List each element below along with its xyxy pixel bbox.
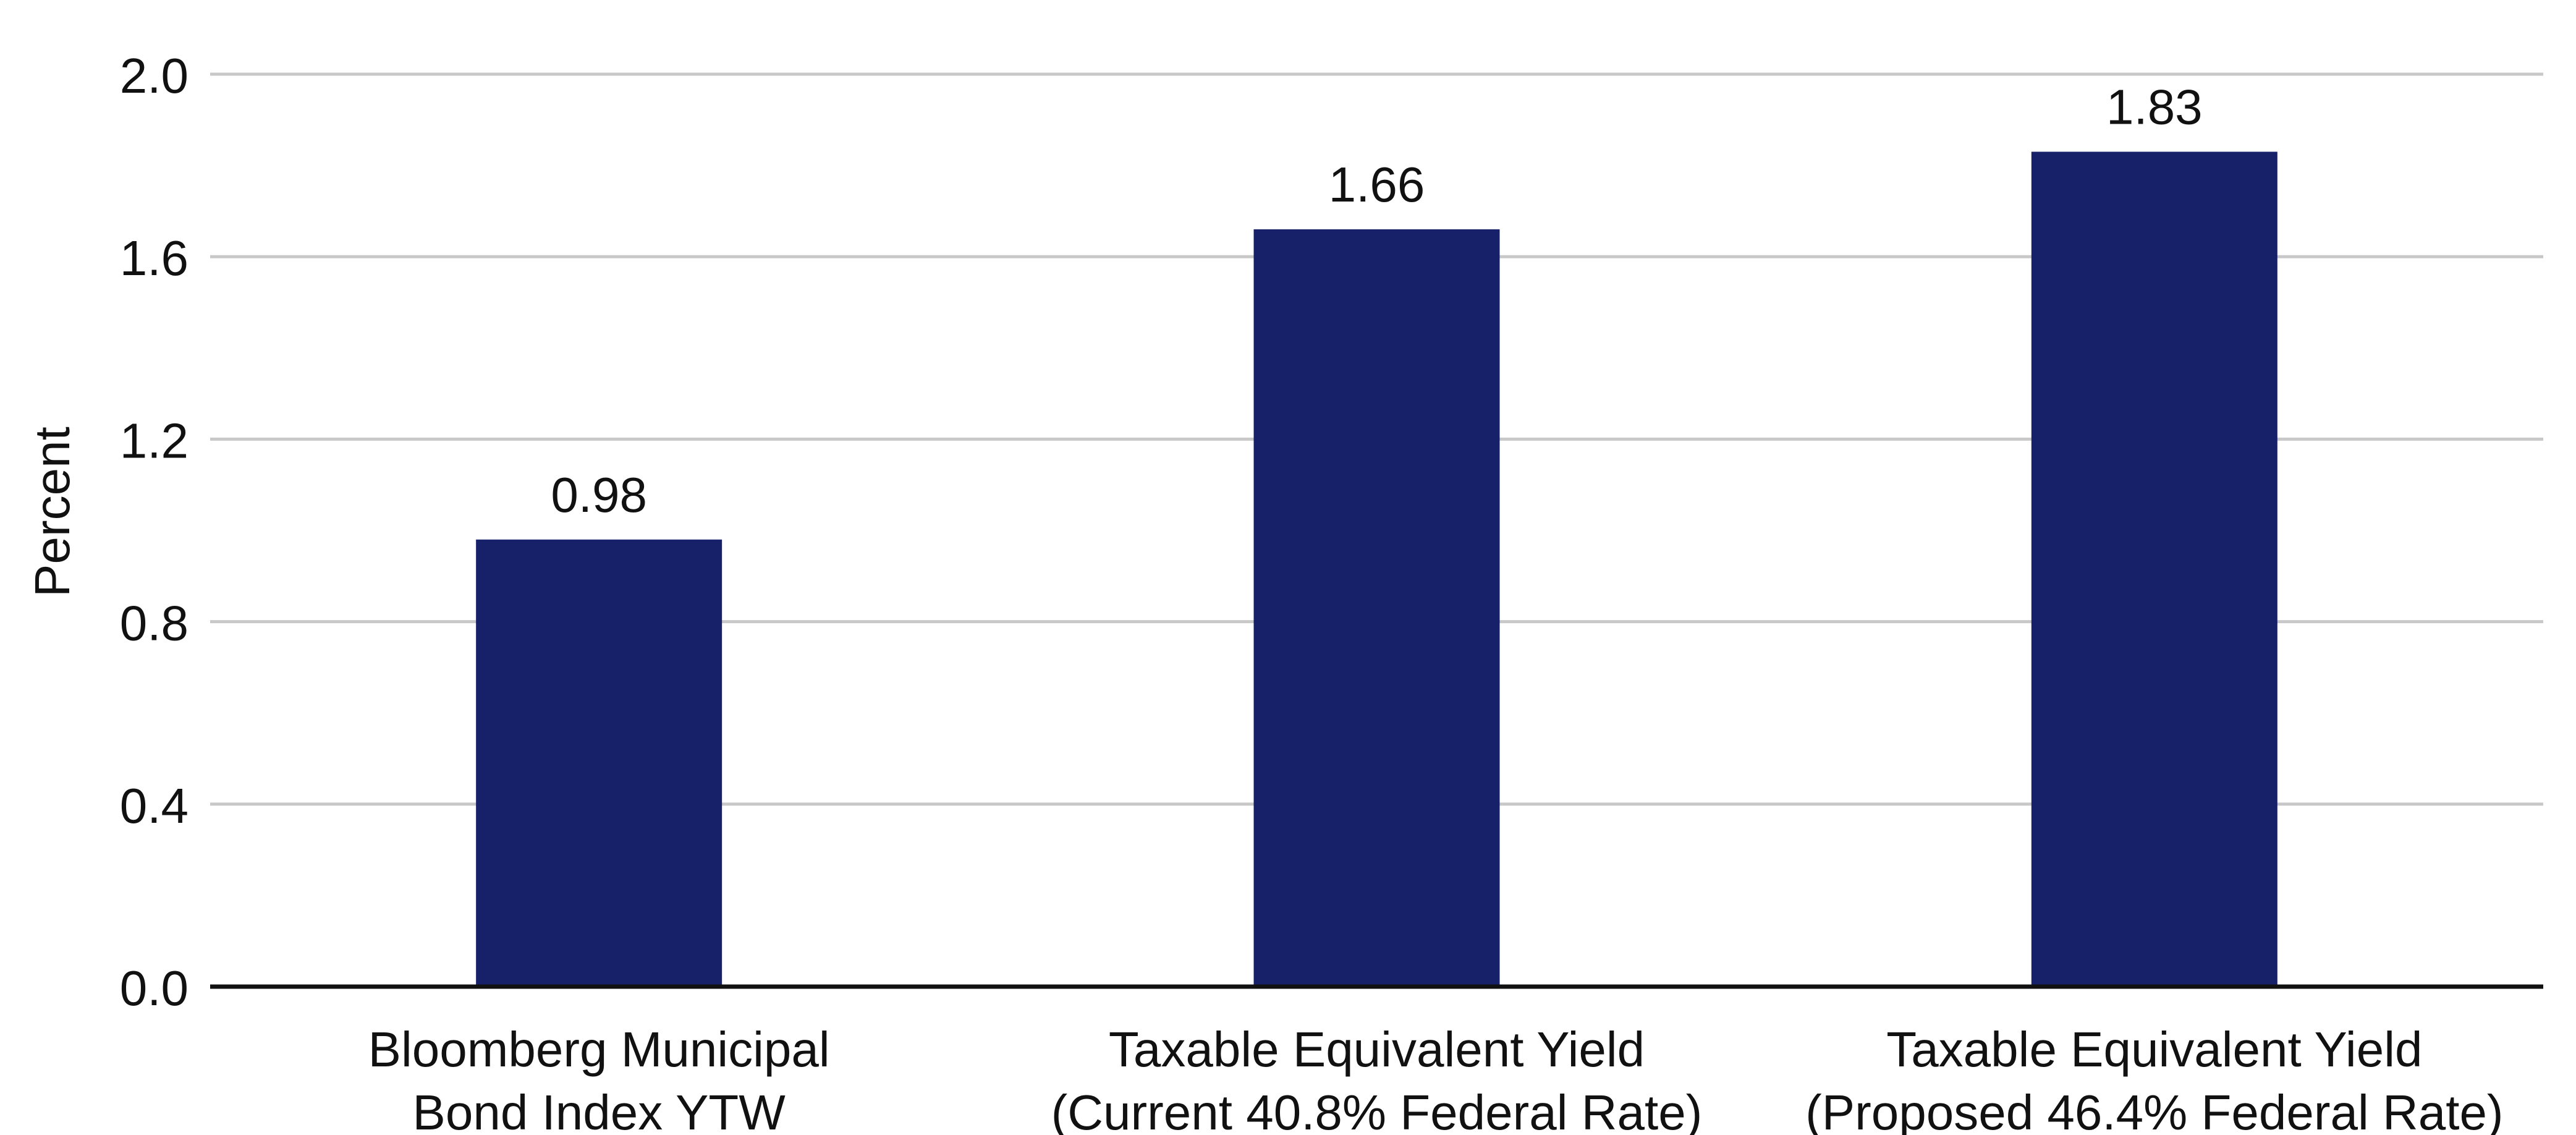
y-tick-label: 0.0 — [120, 961, 189, 1016]
y-tick-label: 1.6 — [120, 231, 189, 286]
x-tick-label-line: Taxable Equivalent Yield — [1886, 1022, 2422, 1077]
bars — [476, 151, 2277, 987]
bar — [1253, 229, 1500, 987]
x-tick-label-line: (Proposed 46.4% Federal Rate) — [1805, 1085, 2504, 1135]
data-label: 1.66 — [1329, 157, 1425, 212]
x-tick-label-line: Bloomberg Municipal — [368, 1022, 830, 1077]
x-tick-label-line: Taxable Equivalent Yield — [1109, 1022, 1645, 1077]
x-tick-label: Taxable Equivalent Yield (Current 40.8% F… — [1051, 1022, 1703, 1135]
y-tick-labels: 0.0 0.4 0.8 1.2 1.6 2.0 — [120, 48, 189, 1016]
y-axis-label: Percent — [25, 427, 80, 597]
x-tick-label: Taxable Equivalent Yield (Proposed 46.4% … — [1805, 1022, 2504, 1135]
y-tick-label: 2.0 — [120, 48, 189, 103]
data-label: 0.98 — [551, 467, 647, 522]
y-tick-label: 0.8 — [120, 596, 189, 651]
bar — [476, 539, 722, 987]
x-tick-label-line: Bond Index YTW — [413, 1085, 786, 1135]
data-label: 1.83 — [2106, 79, 2203, 134]
bar — [2031, 151, 2277, 987]
x-tick-label-line: (Current 40.8% Federal Rate) — [1051, 1085, 1703, 1135]
y-tick-label: 1.2 — [120, 413, 189, 468]
x-tick-labels: Bloomberg Municipal Bond Index YTW Taxable… — [368, 1022, 2504, 1135]
x-tick-label: Bloomberg Municipal Bond Index YTW — [368, 1022, 830, 1135]
y-tick-label: 0.4 — [120, 778, 189, 833]
data-labels: 0.98 1.66 1.83 — [551, 79, 2202, 522]
